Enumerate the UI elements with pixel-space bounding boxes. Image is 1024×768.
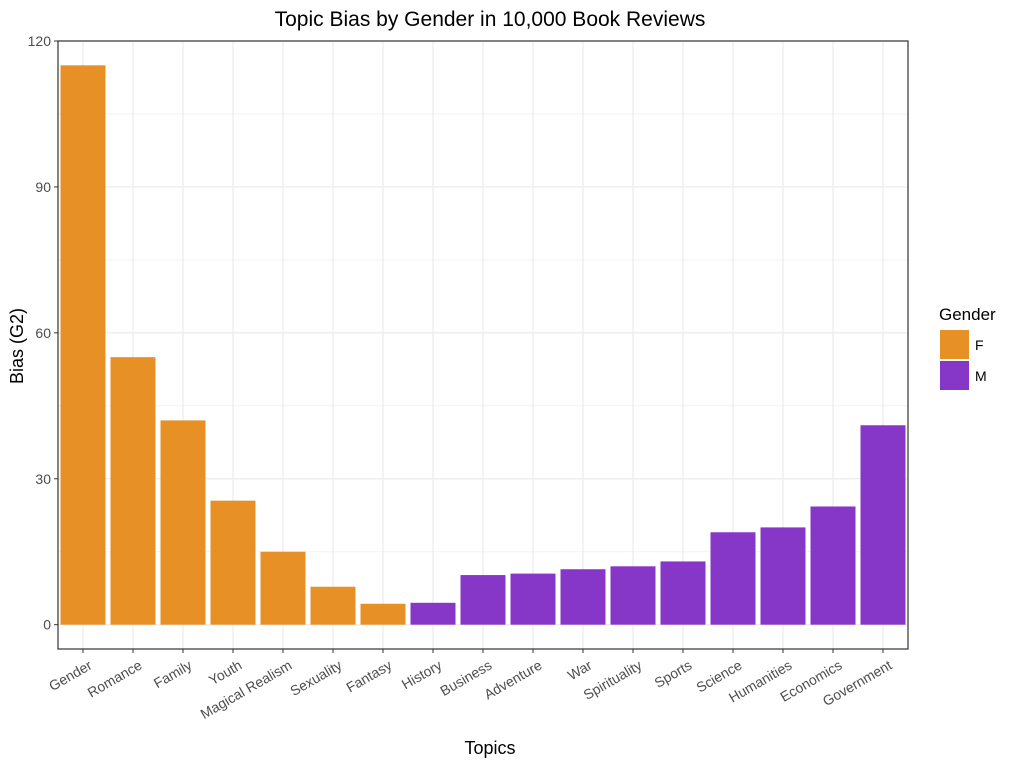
bar-fantasy xyxy=(360,603,406,625)
x-tick-label: Romance xyxy=(85,657,145,701)
bar-family xyxy=(160,420,206,625)
bar-adventure xyxy=(510,573,556,625)
bar-history xyxy=(410,602,456,625)
legend-label-m: M xyxy=(975,368,987,384)
x-axis-title: Topics xyxy=(464,738,515,758)
y-tick-label: 120 xyxy=(28,33,52,49)
bar-humanities xyxy=(760,527,806,625)
bar-spirituality xyxy=(610,566,656,625)
bar-youth xyxy=(210,500,256,625)
bar-sexuality xyxy=(310,586,356,625)
legend-key-m xyxy=(940,361,969,390)
x-tick-label: Fantasy xyxy=(343,657,394,696)
bar-government xyxy=(860,425,906,625)
legend: Gender FM xyxy=(939,305,996,390)
bar-science xyxy=(710,532,756,625)
bar-romance xyxy=(110,357,156,625)
y-tick-label: 60 xyxy=(35,325,51,341)
legend-label-f: F xyxy=(975,337,984,353)
bar-sports xyxy=(660,561,706,625)
x-tick-label: Sexuality xyxy=(287,657,344,699)
x-tick-label: Sports xyxy=(651,657,694,691)
chart-title: Topic Bias by Gender in 10,000 Book Revi… xyxy=(275,8,706,31)
bar-magical-realism xyxy=(260,551,306,625)
y-tick-label: 0 xyxy=(43,617,51,633)
bar-economics xyxy=(810,506,856,625)
x-tick-label: War xyxy=(565,657,595,684)
y-axis-title: Bias (G2) xyxy=(7,308,27,384)
x-tick-label: Magical Realism xyxy=(198,657,295,722)
x-tick-label: Family xyxy=(151,657,195,691)
x-tick-label: Adventure xyxy=(481,657,544,703)
bar-business xyxy=(460,575,506,625)
legend-title: Gender xyxy=(939,305,996,324)
legend-key-f xyxy=(940,330,969,359)
bar-gender xyxy=(60,65,106,625)
bar-war xyxy=(560,569,606,625)
y-tick-label: 30 xyxy=(35,471,51,487)
y-tick-label: 90 xyxy=(35,179,51,195)
